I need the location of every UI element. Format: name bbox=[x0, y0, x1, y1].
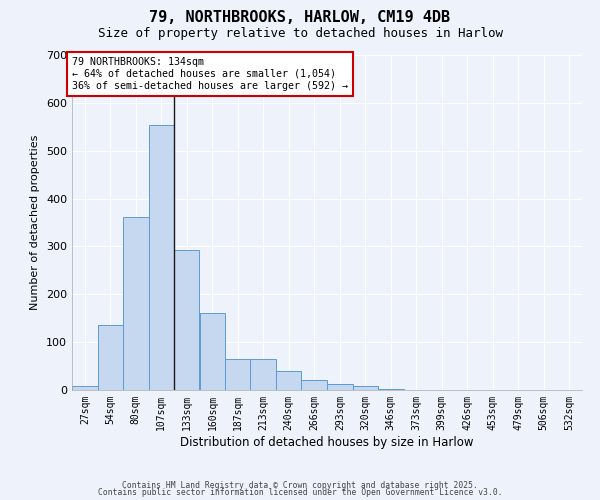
Text: Size of property relative to detached houses in Harlow: Size of property relative to detached ho… bbox=[97, 28, 503, 40]
Text: 79, NORTHBROOKS, HARLOW, CM19 4DB: 79, NORTHBROOKS, HARLOW, CM19 4DB bbox=[149, 10, 451, 25]
Bar bbox=[149, 126, 173, 390]
Y-axis label: Number of detached properties: Number of detached properties bbox=[31, 135, 40, 310]
Bar bbox=[199, 314, 226, 390]
Bar bbox=[173, 250, 199, 390]
Bar bbox=[276, 371, 301, 390]
Bar bbox=[123, 217, 149, 390]
Bar bbox=[250, 359, 276, 390]
Bar bbox=[378, 388, 404, 390]
Text: Contains public sector information licensed under the Open Government Licence v3: Contains public sector information licen… bbox=[98, 488, 502, 497]
X-axis label: Distribution of detached houses by size in Harlow: Distribution of detached houses by size … bbox=[180, 436, 474, 448]
Bar bbox=[226, 359, 250, 390]
Bar bbox=[327, 384, 353, 390]
Bar bbox=[72, 386, 98, 390]
Bar bbox=[301, 380, 327, 390]
Text: 79 NORTHBROOKS: 134sqm
← 64% of detached houses are smaller (1,054)
36% of semi-: 79 NORTHBROOKS: 134sqm ← 64% of detached… bbox=[73, 58, 349, 90]
Bar bbox=[353, 386, 378, 390]
Text: Contains HM Land Registry data © Crown copyright and database right 2025.: Contains HM Land Registry data © Crown c… bbox=[122, 480, 478, 490]
Bar bbox=[98, 326, 123, 390]
